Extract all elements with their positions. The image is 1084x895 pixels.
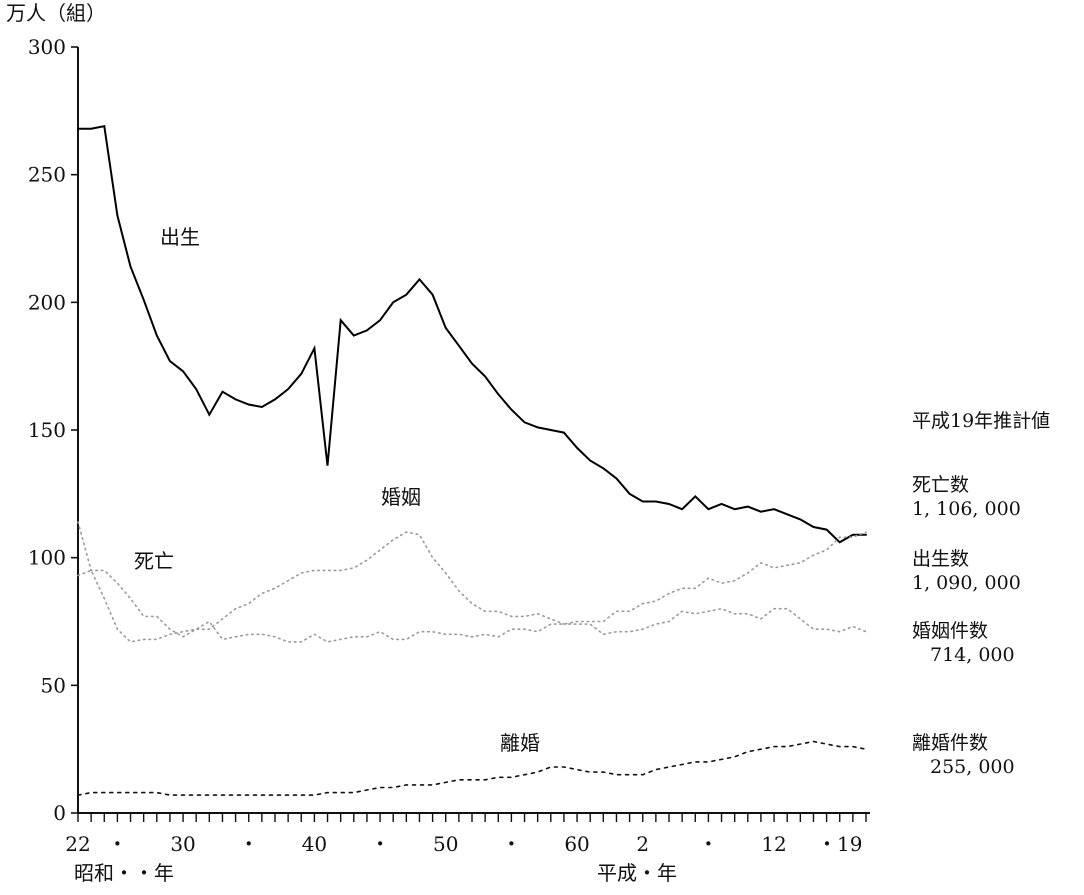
- side-item-births-value: 1, 090, 000: [912, 571, 1021, 594]
- side-item-births: 出生数 1, 090, 000: [912, 548, 1021, 596]
- x-tick-label: 40: [302, 832, 327, 856]
- x-tick-label: ・19: [817, 832, 862, 856]
- side-item-divorces-value: 255, 000: [930, 755, 1015, 778]
- x-tick-label: 30: [170, 832, 195, 856]
- y-tick-label: 300: [28, 35, 66, 59]
- series-line-divorce: [77, 740, 867, 796]
- annotation-death: 死亡: [134, 549, 174, 573]
- side-item-deaths-value: 1, 106, 000: [912, 497, 1021, 520]
- annotation-birth: 出生: [160, 225, 200, 249]
- side-item-deaths-name: 死亡数: [912, 474, 970, 496]
- x-tick-label: ・: [501, 832, 521, 856]
- side-item-marriages: 婚姻件数 714, 000: [912, 620, 1015, 668]
- side-item-deaths: 死亡数 1, 106, 000: [912, 474, 1021, 522]
- series-line-marriage: [77, 531, 867, 643]
- x-tick-label: ・: [107, 832, 127, 856]
- side-item-divorces-name: 離婚件数: [912, 732, 989, 754]
- y-tick-label: 100: [28, 546, 66, 570]
- era-label-showa: 昭和・・年: [74, 861, 174, 885]
- x-tick-label: ・: [370, 832, 390, 856]
- series-line-death: [77, 521, 867, 643]
- side-panel-title: 平成19年推計値: [912, 410, 1051, 432]
- y-tick-label: 250: [28, 163, 66, 187]
- x-tick-label: 2: [636, 832, 649, 856]
- chart-series: [77, 125, 867, 796]
- annotation-marriage: 婚姻: [381, 485, 421, 509]
- x-tick-label: 50: [433, 832, 458, 856]
- y-tick-label: 150: [28, 418, 66, 442]
- era-label-heisei: 平成・年: [597, 861, 677, 885]
- y-tick-label: 0: [53, 801, 66, 825]
- x-tick-label: ・: [239, 832, 259, 856]
- annotation-divorce: 離婚: [500, 731, 540, 755]
- series-line-birth: [77, 125, 867, 544]
- chart-axes: [71, 46, 870, 822]
- chart-tick-labels: 0 50 100 150 200 250 300 22 ・ 30 ・ 40 ・ 50 ・ 60 2 ・ 12 ・19: [28, 35, 863, 856]
- x-tick-label: 12: [761, 832, 786, 856]
- y-tick-label: 200: [28, 290, 66, 314]
- side-item-divorces: 離婚件数 255, 000: [912, 732, 1015, 780]
- side-item-marriages-value: 714, 000: [930, 643, 1015, 666]
- side-item-births-name: 出生数: [912, 548, 970, 570]
- y-unit-label: 万人（組）: [6, 1, 106, 25]
- side-item-marriages-name: 婚姻件数: [912, 620, 989, 642]
- y-tick-label: 50: [41, 673, 66, 697]
- x-tick-label: 22: [65, 832, 90, 856]
- x-tick-label: 60: [564, 832, 589, 856]
- x-tick-label: ・: [698, 832, 718, 856]
